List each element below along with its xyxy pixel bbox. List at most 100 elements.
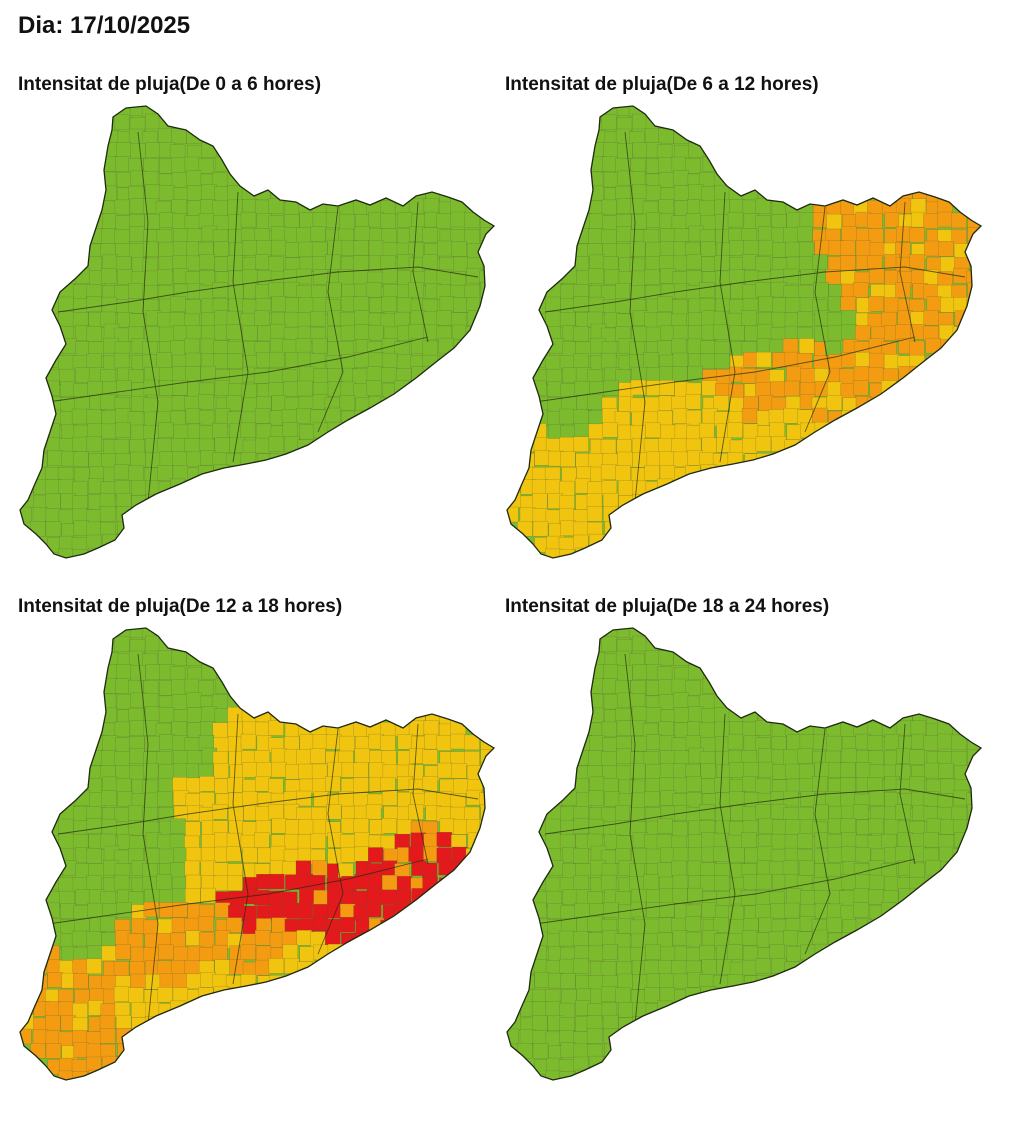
municipality-cell-moderate [855,240,872,256]
municipality-cell-none [255,284,271,300]
municipality-cell-low [186,973,202,990]
municipality-cell-none [143,397,159,414]
municipality-cell-low [436,735,452,751]
municipality-cell-none [547,268,563,285]
municipality-cell-none [868,874,885,891]
municipality-cell-none [145,635,161,652]
municipality-cell-none [840,762,856,778]
municipality-cell-none [575,1069,591,1080]
municipality-cell-low [284,833,300,850]
municipality-cell-none [630,947,646,963]
municipality-cell-none [657,862,673,878]
municipality-cell-none [699,722,715,738]
municipality-cell-none [338,341,354,357]
municipality-cell-low [184,860,200,877]
municipality-cell-none [758,226,774,242]
municipality-cell-moderate [115,944,131,960]
municipality-cell-none [603,664,619,680]
municipality-cell-moderate [923,213,939,229]
municipality-cell-none [184,678,201,695]
municipality-cell-none [604,791,620,807]
municipality-cell-none [558,930,575,947]
municipality-cell-none [617,973,633,990]
municipality-cell-none [701,186,717,202]
map-panel-6-12h: Intensitat de pluja(De 6 a 12 hores) [505,72,985,572]
municipality-cell-moderate [113,961,130,977]
municipality-cell-none [464,212,480,229]
municipality-cell-none [74,467,90,483]
municipality-cell-moderate [784,380,800,397]
municipality-cell-none [116,902,132,918]
municipality-cell-none [881,833,897,850]
municipality-cell-none [587,916,603,932]
municipality-cell-low [630,397,646,414]
municipality-cell-none [129,765,145,781]
municipality-cell-none [714,875,730,891]
municipality-cell-none [741,930,758,946]
municipality-cell-none [758,239,774,256]
municipality-cell-none [327,239,343,256]
municipality-cell-none [841,832,857,848]
municipality-cell-low [326,804,342,820]
municipality-cell-low [128,1031,144,1047]
municipality-cell-none [113,439,130,455]
municipality-cell-moderate [895,256,912,273]
municipality-cell-none [116,664,132,680]
municipality-cell-none [951,734,967,751]
municipality-cell-low [172,777,188,793]
municipality-cell-none [615,650,632,667]
municipality-cell-none [201,664,217,680]
municipality-cell-none [199,284,215,301]
municipality-cell-none [170,818,186,834]
municipality-cell-moderate [867,213,883,229]
municipality-cell-none [30,521,46,537]
municipality-cell-none [115,534,132,550]
municipality-cell-low [381,818,397,834]
municipality-cell-low [466,819,482,835]
municipality-cell-none [215,156,232,172]
municipality-cell-none [338,424,354,440]
municipality-cell-none [157,465,173,481]
municipality-cell-none [532,1030,549,1046]
municipality-cell-low [439,818,456,834]
municipality-cell-none [742,199,758,216]
municipality-cell-low [256,762,272,778]
municipality-cell-high [396,876,413,892]
municipality-cell-none [589,142,605,158]
municipality-cell-none [813,804,829,820]
municipality-cell-high [422,887,439,904]
municipality-cell-none [657,1000,673,1017]
municipality-cell-none [131,480,147,496]
municipality-cell-low [465,848,482,864]
municipality-cell-moderate [800,368,816,384]
municipality-cell-none [798,241,815,258]
municipality-cell-none [645,707,662,723]
municipality-cell-none [785,819,801,835]
municipality-cell-low [185,874,202,891]
municipality-cell-none [100,693,117,710]
municipality-cell-low [213,986,230,1002]
municipality-cell-none [268,282,284,298]
municipality-cell-none [215,678,232,694]
municipality-cell-none [685,680,701,696]
municipality-cell-low [354,748,370,764]
municipality-cell-high [352,890,368,906]
municipality-cell-low [423,720,440,736]
municipality-cell-low [310,833,326,849]
municipality-cell-none [115,215,131,231]
municipality-cell-low [658,438,674,454]
municipality-cell-none [157,650,174,666]
municipality-cell-none [340,381,356,398]
municipality-cell-none [786,212,802,228]
municipality-cell-none [685,916,701,932]
municipality-cell-moderate [909,254,925,270]
municipality-cell-none [758,818,774,834]
municipality-cell-none [757,845,773,862]
municipality-cell-low [561,467,577,483]
municipality-cell-none [271,239,287,256]
municipality-cell-moderate [812,212,829,228]
municipality-cell-moderate [909,365,926,382]
municipality-cell-moderate [143,919,159,936]
municipality-cell-low [86,958,102,974]
municipality-cell-low [298,763,314,780]
